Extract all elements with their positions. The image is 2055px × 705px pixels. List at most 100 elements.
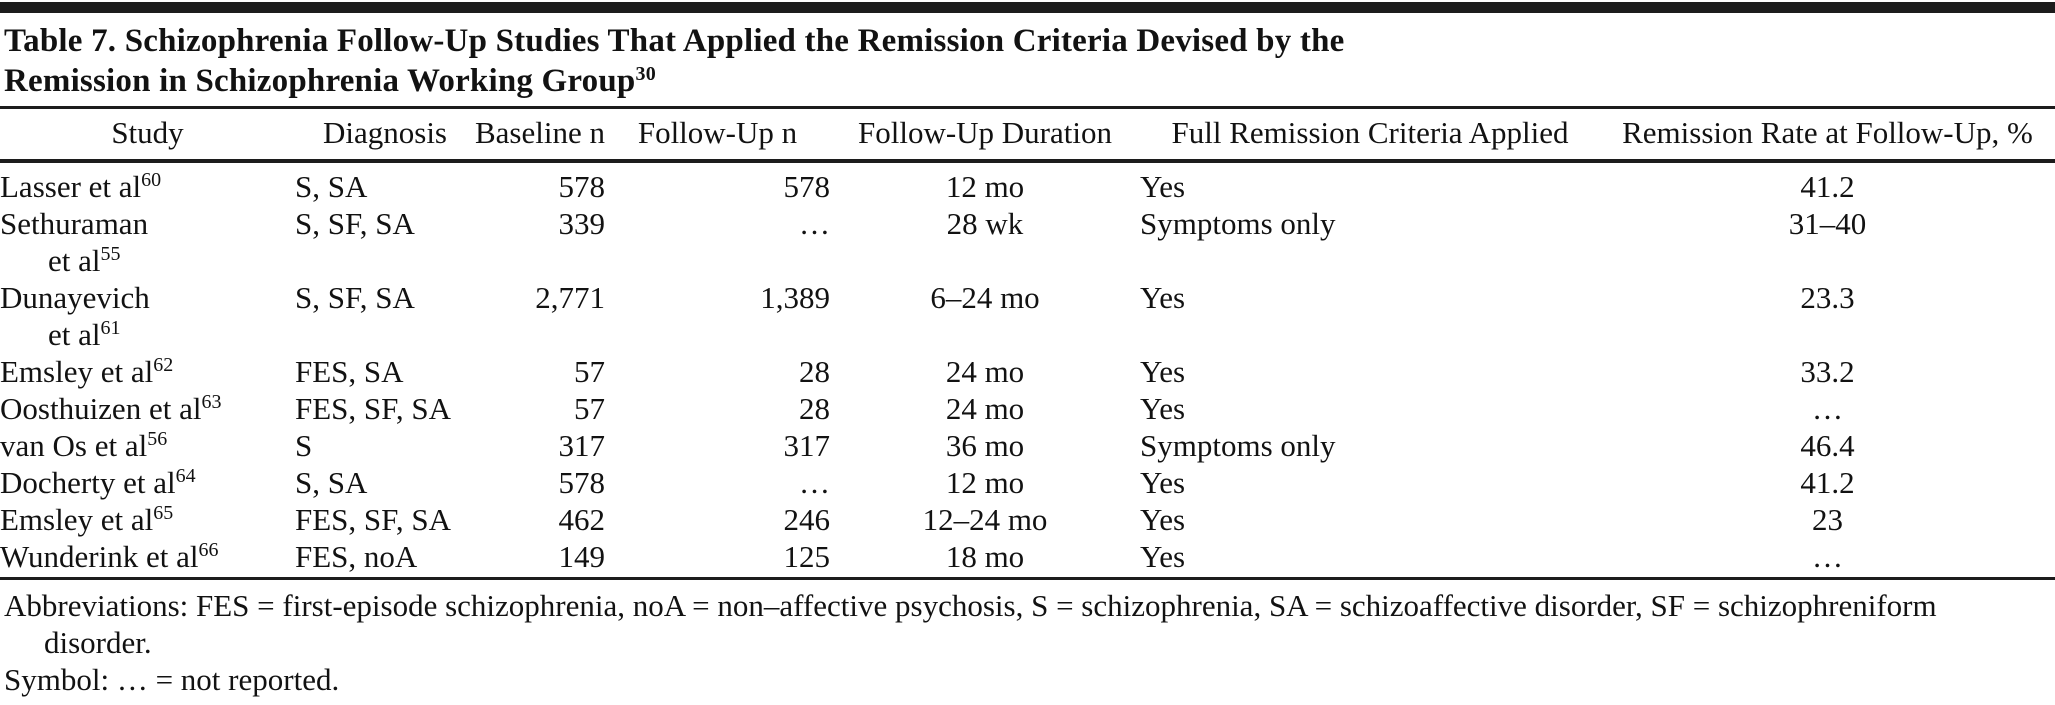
table-row: Sethuraman et al55 S, SF, SA 339 … 28 wk … <box>0 205 2055 279</box>
followup-n-cell: 125 <box>605 538 830 580</box>
diagnosis-cell: S <box>295 428 313 463</box>
criteria-cell: Symptoms only <box>1140 428 1336 463</box>
column-header-baseline-n: Baseline n <box>475 109 605 163</box>
table-row: Emsley et al65 FES, SF, SA 462 246 12–24… <box>0 501 2055 538</box>
study-cell: Docherty et al64 <box>0 464 295 501</box>
duration-cell: 12 mo <box>945 465 1025 500</box>
diagnosis-cell: S, SF, SA <box>295 280 415 315</box>
table-row: van Os et al56 S 317 317 36 mo Symptoms … <box>0 427 2055 464</box>
study-cell: Sethuraman et al55 <box>0 205 295 279</box>
followup-n-cell: 246 <box>783 502 831 537</box>
followup-n-cell: 28 <box>799 391 830 426</box>
rate-cell: 23.3 <box>1800 280 1855 315</box>
rate-cell: 46.4 <box>1800 428 1855 463</box>
remission-studies-table: Study Diagnosis Baseline n Follow-Up n F… <box>0 109 2055 580</box>
diagnosis-cell: FES, noA <box>295 538 475 580</box>
column-header-diagnosis: Diagnosis <box>295 109 475 163</box>
criteria-cell: Yes <box>1140 169 1186 204</box>
column-header-study: Study <box>0 109 295 163</box>
citation-superscript: 60 <box>141 169 162 191</box>
study-name: Dunayevich <box>0 280 150 315</box>
baseline-n-cell: 317 <box>558 428 606 463</box>
followup-n-cell: 578 <box>783 169 831 204</box>
baseline-n-cell: 57 <box>574 354 605 389</box>
criteria-cell: Symptoms only <box>1140 206 1336 241</box>
diagnosis-cell: FES, SF, SA <box>295 391 452 426</box>
duration-cell: 28 wk <box>946 206 1024 241</box>
duration-cell: 24 mo <box>945 354 1025 389</box>
table-row: Dunayevich et al61 S, SF, SA 2,771 1,389 … <box>0 279 2055 353</box>
header-row: Study Diagnosis Baseline n Follow-Up n F… <box>0 109 2055 163</box>
rate-cell: … <box>1812 391 1843 426</box>
study-name: Lasser et al <box>0 169 142 204</box>
study-cell: van Os et al56 <box>0 427 295 464</box>
study-name: Wunderink et al <box>0 539 199 574</box>
rate-cell: 41.2 <box>1800 169 1855 204</box>
study-cell: Emsley et al62 <box>0 353 295 390</box>
duration-cell: 6–24 mo <box>930 280 1040 315</box>
column-header-followup-n: Follow-Up n <box>605 109 830 163</box>
title-divider-rule <box>0 106 2055 109</box>
study-name-continued: et al55 <box>48 243 121 278</box>
citation-superscript: 61 <box>100 317 121 339</box>
diagnosis-cell: S, SA <box>295 169 368 204</box>
table-title-line2-text: Remission in Schizophrenia Working Group <box>4 63 636 99</box>
criteria-cell: Yes <box>1140 538 1600 580</box>
followup-n-cell: 28 <box>799 354 830 389</box>
table-title-line2: Remission in Schizophrenia Working Group… <box>4 61 2049 101</box>
citation-superscript: 55 <box>100 243 121 265</box>
top-rule-thick <box>0 2 2055 13</box>
table-title: Table 7. Schizophrenia Follow-Up Studies… <box>0 13 2055 106</box>
study-name: Emsley et al <box>0 502 154 537</box>
duration-cell: 12 mo <box>945 169 1025 204</box>
symbol-note: Symbol: … = not reported. <box>4 662 340 697</box>
diagnosis-cell: S, SA <box>295 465 368 500</box>
diagnosis-cell: S, SF, SA <box>295 206 415 241</box>
citation-superscript: 64 <box>175 465 196 487</box>
criteria-cell: Yes <box>1140 502 1186 537</box>
criteria-cell: Yes <box>1140 391 1186 426</box>
criteria-cell: Yes <box>1140 465 1186 500</box>
title-citation-superscript: 30 <box>635 63 656 85</box>
followup-n-cell: 1,389 <box>760 280 830 315</box>
study-name: Emsley et al <box>0 354 154 389</box>
duration-cell: 24 mo <box>945 391 1025 426</box>
baseline-n-cell: 2,771 <box>535 280 605 315</box>
table-row: Docherty et al64 S, SA 578 … 12 mo Yes 4… <box>0 464 2055 501</box>
study-cell: Oosthuizen et al63 <box>0 390 295 427</box>
baseline-n-cell: 57 <box>574 391 605 426</box>
rate-cell: 33.2 <box>1800 354 1855 389</box>
baseline-n-cell: 578 <box>558 169 606 204</box>
followup-n-cell: 317 <box>783 428 831 463</box>
diagnosis-cell: FES, SF, SA <box>295 502 452 537</box>
citation-superscript: 56 <box>147 428 168 450</box>
baseline-n-cell: 462 <box>558 502 606 537</box>
study-name: van Os et al <box>0 428 148 463</box>
table-row: Lasser et al60 S, SA 578 578 12 mo Yes 4… <box>0 161 2055 205</box>
duration-cell: 18 mo <box>830 538 1140 580</box>
followup-n-cell: … <box>799 206 830 241</box>
rate-cell: 23 <box>1812 502 1843 537</box>
citation-superscript: 66 <box>198 539 219 561</box>
citation-superscript: 63 <box>201 391 222 413</box>
criteria-cell: Yes <box>1140 354 1186 389</box>
study-cell: Dunayevich et al61 <box>0 279 295 353</box>
duration-cell: 36 mo <box>945 428 1025 463</box>
duration-cell: 12–24 mo <box>922 502 1048 537</box>
study-name: Docherty et al <box>0 465 176 500</box>
rate-cell: … <box>1600 538 2055 580</box>
rate-cell: 31–40 <box>1788 206 1867 241</box>
study-name-continued: et al61 <box>48 317 121 352</box>
baseline-n-cell: 149 <box>475 538 605 580</box>
diagnosis-cell: FES, SA <box>295 354 404 389</box>
followup-n-cell: … <box>799 465 830 500</box>
table-title-line1: Table 7. Schizophrenia Follow-Up Studies… <box>4 23 1345 59</box>
baseline-n-cell: 578 <box>558 465 606 500</box>
citation-superscript: 62 <box>153 354 174 376</box>
table-row: Emsley et al62 FES, SA 57 28 24 mo Yes 3… <box>0 353 2055 390</box>
study-cell: Emsley et al65 <box>0 501 295 538</box>
study-cell: Lasser et al60 <box>0 161 295 205</box>
criteria-cell: Yes <box>1140 280 1186 315</box>
column-header-rate: Remission Rate at Follow-Up, % <box>1600 109 2055 163</box>
